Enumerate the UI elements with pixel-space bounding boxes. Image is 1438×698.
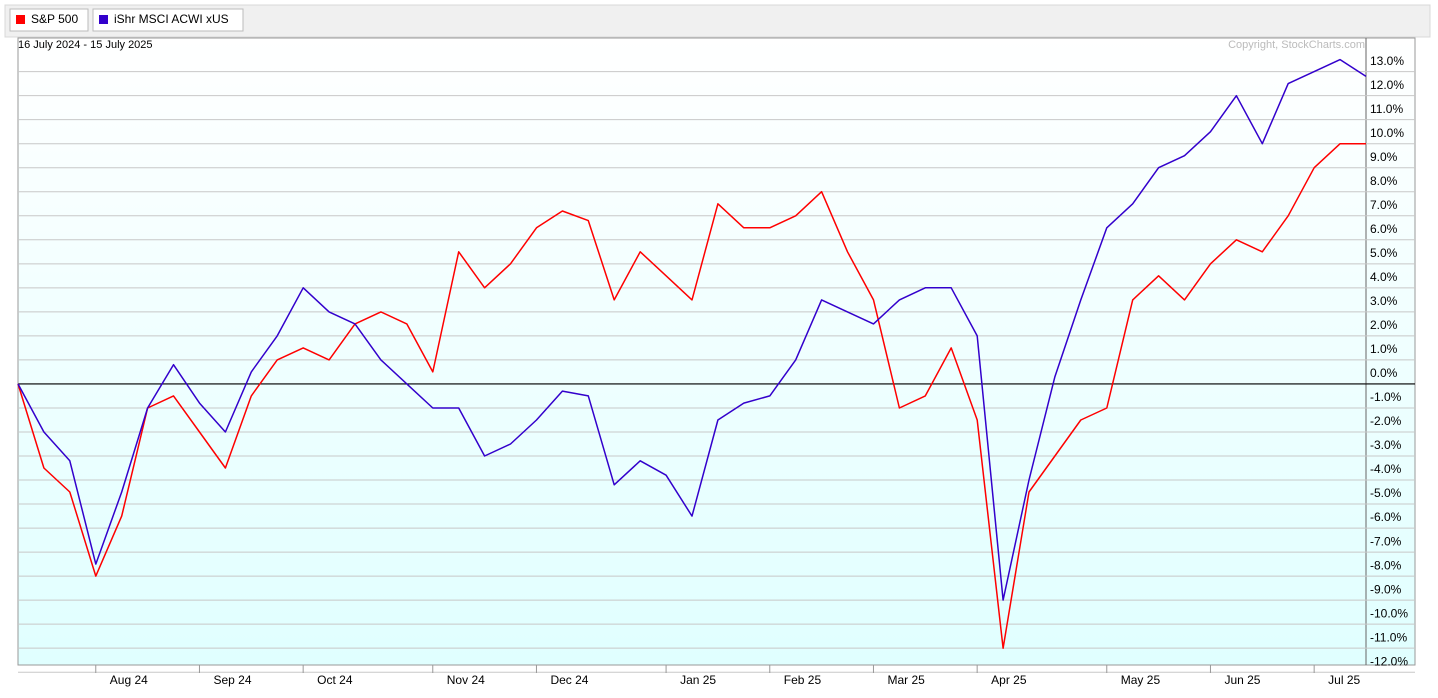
y-tick-label: -2.0%	[1370, 414, 1402, 428]
legend-swatch	[16, 15, 25, 24]
y-tick-label: -7.0%	[1370, 534, 1402, 548]
y-tick-label: 0.0%	[1370, 366, 1398, 380]
legend-item[interactable]	[92, 8, 244, 32]
legend-label[interactable]: S&P 500	[31, 12, 78, 26]
x-tick-label: Aug 24	[110, 673, 148, 687]
y-tick-label: 2.0%	[1370, 318, 1398, 332]
y-tick-label: 12.0%	[1370, 78, 1404, 92]
x-tick-label: Feb 25	[784, 673, 822, 687]
y-tick-label: 1.0%	[1370, 342, 1398, 356]
legend-label[interactable]: iShr MSCI ACWI xUS	[114, 12, 229, 26]
y-tick-label: -5.0%	[1370, 486, 1402, 500]
x-tick-label: Mar 25	[887, 673, 925, 687]
y-tick-label: 4.0%	[1370, 270, 1398, 284]
x-tick-label: Jul 25	[1328, 673, 1360, 687]
x-tick-label: Nov 24	[447, 673, 485, 687]
x-tick-label: Jan 25	[680, 673, 716, 687]
y-tick-label: -10.0%	[1370, 606, 1408, 620]
y-tick-label: -4.0%	[1370, 462, 1402, 476]
legend-item[interactable]	[9, 8, 89, 32]
y-tick-label: -1.0%	[1370, 390, 1402, 404]
x-tick-label: Jun 25	[1224, 673, 1260, 687]
y-tick-label: -6.0%	[1370, 510, 1402, 524]
series-line	[17, 58, 1367, 601]
x-tick-label: May 25	[1121, 673, 1161, 687]
y-tick-label: -3.0%	[1370, 438, 1402, 452]
y-tick-label: 9.0%	[1370, 150, 1398, 164]
y-tick-label: 11.0%	[1370, 102, 1403, 116]
y-tick-label: -8.0%	[1370, 558, 1402, 572]
subtitle: 16 July 2024 - 15 July 2025	[18, 39, 153, 51]
x-tick-label: Dec 24	[550, 673, 588, 687]
y-tick-label: 7.0%	[1370, 198, 1398, 212]
y-tick-label: 3.0%	[1370, 294, 1398, 308]
y-tick-label: 8.0%	[1370, 174, 1398, 188]
x-tick-label: Apr 25	[991, 673, 1027, 687]
x-tick-label: Oct 24	[317, 673, 353, 687]
plot-area	[17, 37, 1416, 666]
y-tick-label: -12.0%	[1370, 654, 1408, 668]
y-tick-label: 10.0%	[1370, 126, 1404, 140]
y-tick-label: 6.0%	[1370, 222, 1398, 236]
x-tick-label: Sep 24	[213, 673, 251, 687]
series-line	[17, 142, 1366, 649]
copyright: Copyright, StockCharts.com	[1228, 39, 1365, 51]
y-tick-label: 5.0%	[1370, 246, 1398, 260]
legend-swatch	[99, 15, 108, 24]
y-tick-label: 13.0%	[1370, 54, 1404, 68]
y-tick-label: -9.0%	[1370, 582, 1402, 596]
y-tick-label: -11.0%	[1370, 630, 1407, 644]
